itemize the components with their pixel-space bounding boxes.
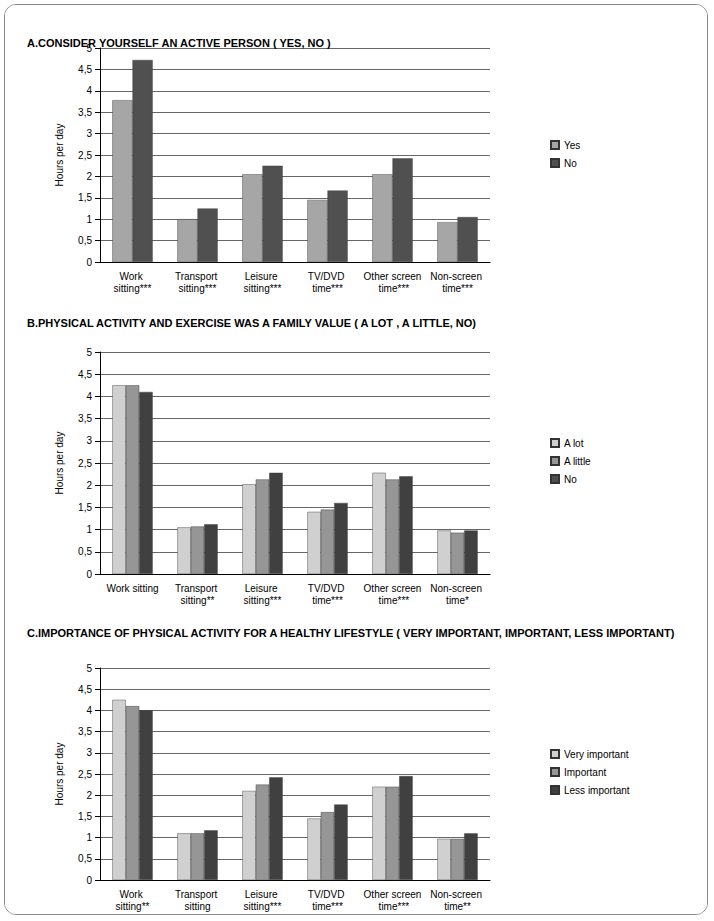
svg-text:Work: Work bbox=[120, 271, 146, 282]
svg-text:1,5: 1,5 bbox=[78, 502, 92, 513]
svg-text:Very important: Very important bbox=[564, 749, 629, 760]
svg-text:TV/DVD: TV/DVD bbox=[308, 271, 347, 282]
svg-text:Other screen: Other screen bbox=[364, 583, 422, 594]
svg-text:sitting: sitting bbox=[184, 901, 210, 912]
svg-text:Leisure: Leisure bbox=[245, 889, 281, 900]
svg-text:B.PHYSICAL ACTIVITY AND EXERCI: B.PHYSICAL ACTIVITY AND EXERCISE WAS A F… bbox=[27, 317, 476, 329]
svg-text:No: No bbox=[564, 474, 577, 485]
svg-text:0,5: 0,5 bbox=[78, 235, 92, 246]
svg-text:No: No bbox=[564, 158, 577, 169]
svg-text:Hours per day: Hours per day bbox=[54, 124, 65, 187]
svg-text:Important: Important bbox=[564, 767, 606, 778]
svg-text:1: 1 bbox=[86, 524, 92, 535]
svg-text:Non-screen: Non-screen bbox=[430, 271, 484, 282]
svg-text:time***: time*** bbox=[312, 283, 343, 294]
svg-text:0,5: 0,5 bbox=[78, 546, 92, 557]
svg-text:time*: time* bbox=[446, 595, 469, 606]
svg-text:2: 2 bbox=[86, 790, 92, 801]
svg-text:Less important: Less important bbox=[564, 785, 630, 796]
svg-text:3: 3 bbox=[86, 435, 92, 446]
svg-text:4: 4 bbox=[86, 391, 92, 402]
svg-text:C.IMPORTANCE OF PHYSICAL ACTIV: C.IMPORTANCE OF PHYSICAL ACTIVITY FOR A … bbox=[27, 627, 675, 639]
svg-text:2,5: 2,5 bbox=[78, 458, 92, 469]
svg-text:0: 0 bbox=[86, 257, 92, 268]
svg-text:5: 5 bbox=[86, 347, 92, 358]
svg-text:Hours per day: Hours per day bbox=[54, 432, 65, 495]
svg-text:sitting***: sitting*** bbox=[179, 283, 217, 294]
svg-text:Transport: Transport bbox=[175, 271, 220, 282]
svg-text:1: 1 bbox=[86, 214, 92, 225]
svg-text:Hours per day: Hours per day bbox=[54, 743, 65, 806]
svg-text:4: 4 bbox=[86, 85, 92, 96]
svg-text:5: 5 bbox=[86, 663, 92, 674]
svg-text:3,5: 3,5 bbox=[78, 107, 92, 118]
svg-text:4,5: 4,5 bbox=[78, 684, 92, 695]
svg-text:sitting***: sitting*** bbox=[244, 595, 282, 606]
svg-text:0: 0 bbox=[86, 569, 92, 580]
svg-text:Work: Work bbox=[120, 889, 146, 900]
svg-text:1,5: 1,5 bbox=[78, 811, 92, 822]
svg-text:Leisure: Leisure bbox=[245, 583, 281, 594]
svg-text:time***: time*** bbox=[376, 595, 409, 606]
svg-text:time***: time*** bbox=[442, 283, 473, 294]
svg-text:0,5: 0,5 bbox=[78, 853, 92, 864]
svg-text:2,5: 2,5 bbox=[78, 150, 92, 161]
svg-text:Transport: Transport bbox=[175, 583, 220, 594]
svg-text:3: 3 bbox=[86, 747, 92, 758]
svg-text:2,5: 2,5 bbox=[78, 769, 92, 780]
svg-text:2: 2 bbox=[86, 480, 92, 491]
svg-text:sitting**: sitting** bbox=[116, 901, 150, 912]
svg-text:A.CONSIDER YOURSELF AN ACTIVE: A.CONSIDER YOURSELF AN ACTIVE PERSON ( Y… bbox=[27, 37, 331, 49]
svg-text:time***: time*** bbox=[376, 283, 409, 294]
svg-text:Yes: Yes bbox=[564, 140, 580, 151]
svg-text:Non-screen: Non-screen bbox=[430, 583, 484, 594]
svg-text:4: 4 bbox=[86, 705, 92, 716]
svg-text:sitting***: sitting*** bbox=[114, 283, 152, 294]
svg-text:TV/DVD: TV/DVD bbox=[308, 583, 347, 594]
svg-text:0: 0 bbox=[86, 875, 92, 886]
svg-text:Work sitting: Work sitting bbox=[106, 583, 158, 594]
svg-text:TV/DVD: TV/DVD bbox=[308, 889, 347, 900]
svg-text:sitting***: sitting*** bbox=[244, 283, 282, 294]
svg-text:Other screen: Other screen bbox=[364, 271, 422, 282]
svg-text:A little: A little bbox=[564, 456, 591, 467]
svg-text:4,5: 4,5 bbox=[78, 64, 92, 75]
svg-text:Non-screen: Non-screen bbox=[430, 889, 484, 900]
svg-text:Other screen: Other screen bbox=[364, 889, 422, 900]
svg-text:3,5: 3,5 bbox=[78, 413, 92, 424]
svg-text:Transport: Transport bbox=[175, 889, 220, 900]
svg-text:3: 3 bbox=[86, 128, 92, 139]
svg-text:1,5: 1,5 bbox=[78, 192, 92, 203]
svg-text:time***: time*** bbox=[376, 901, 409, 912]
svg-text:A lot: A lot bbox=[564, 438, 584, 449]
svg-text:3,5: 3,5 bbox=[78, 726, 92, 737]
svg-text:time***: time*** bbox=[312, 901, 343, 912]
svg-text:Leisure: Leisure bbox=[245, 271, 281, 282]
svg-text:sitting***: sitting*** bbox=[244, 901, 282, 912]
svg-text:1: 1 bbox=[86, 832, 92, 843]
svg-text:time**: time** bbox=[444, 901, 471, 912]
svg-text:2: 2 bbox=[86, 171, 92, 182]
svg-text:4,5: 4,5 bbox=[78, 369, 92, 380]
svg-text:sitting**: sitting** bbox=[181, 595, 215, 606]
svg-text:time***: time*** bbox=[312, 595, 343, 606]
